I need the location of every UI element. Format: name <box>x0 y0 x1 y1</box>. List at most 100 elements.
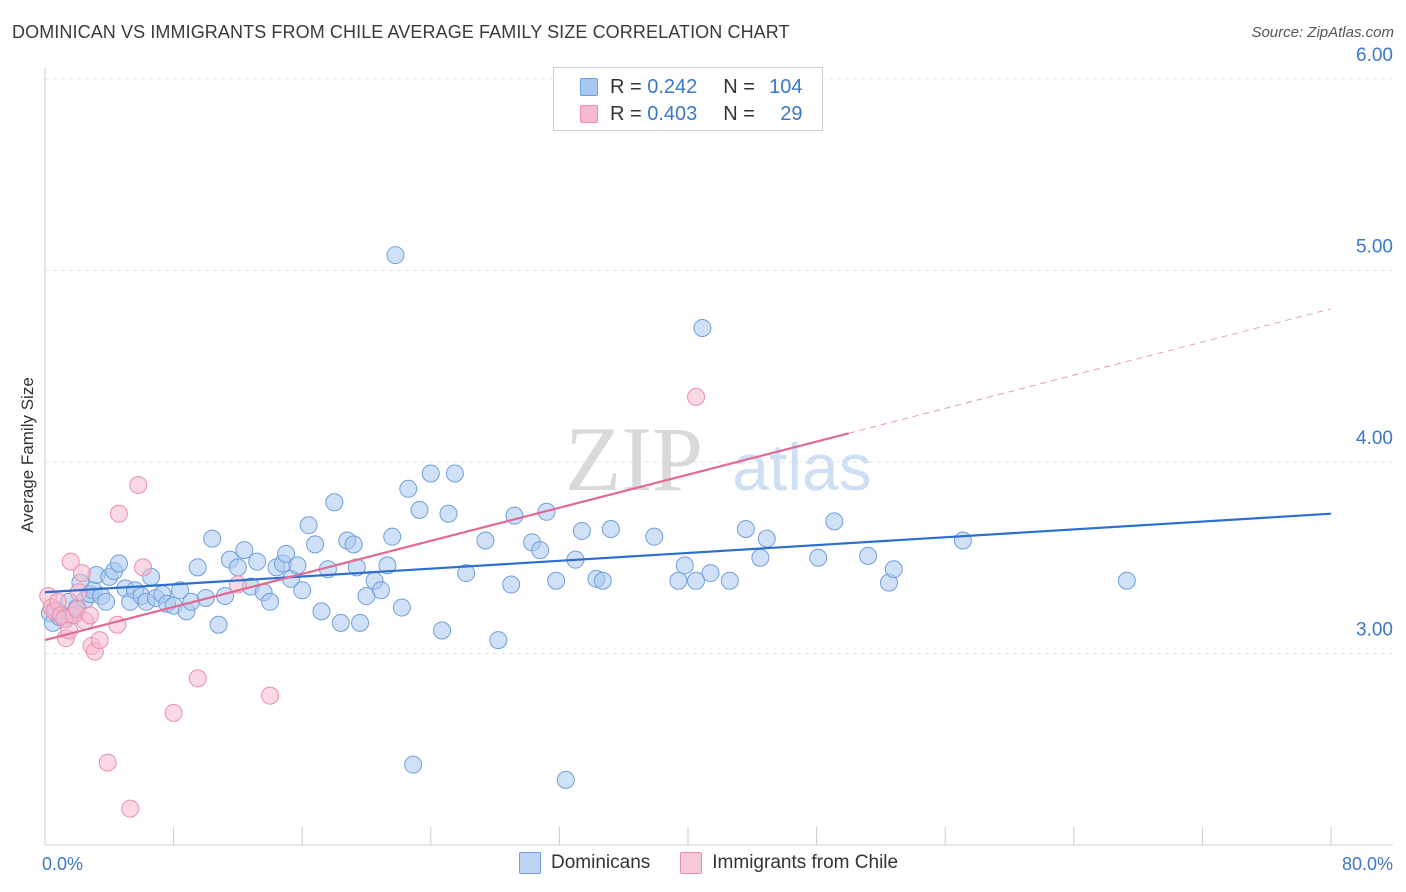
data-point <box>720 571 739 590</box>
y-axis-label: Average Family Size <box>18 377 37 533</box>
data-point <box>392 598 411 617</box>
data-point <box>331 613 350 632</box>
data-point <box>439 504 458 523</box>
data-point <box>312 602 331 621</box>
data-point <box>593 571 612 590</box>
trend-lines <box>44 308 1332 642</box>
data-point <box>953 531 972 550</box>
data-point <box>404 755 423 774</box>
y-tick-label: 5.00 <box>1356 237 1393 258</box>
legend-n-label: N = <box>723 102 761 125</box>
data-point <box>693 318 712 337</box>
data-point <box>531 541 550 560</box>
data-point <box>90 631 109 650</box>
legend-swatch-pink <box>580 105 598 123</box>
series-dominicans <box>40 246 1136 789</box>
data-point <box>171 581 190 600</box>
bottom-legend-label-chile: Immigrants from Chile <box>712 852 899 873</box>
data-point <box>410 500 429 519</box>
data-point <box>884 560 903 579</box>
legend-row-dominicans: R = 0.242 N = 104 <box>580 74 803 100</box>
watermark: ZIP atlas <box>565 408 872 510</box>
watermark-zip: ZIP <box>565 408 703 510</box>
data-point <box>669 571 688 590</box>
data-point <box>378 556 397 575</box>
trend-line-dominicans <box>44 512 1332 594</box>
data-point <box>121 799 140 818</box>
bottom-legend-dominicans[interactable]: Dominicans <box>519 852 650 874</box>
data-point <box>572 521 591 540</box>
data-point <box>386 246 405 265</box>
data-point <box>109 504 128 523</box>
trend-line-chile-extension <box>848 308 1332 434</box>
axes <box>44 68 1393 846</box>
data-point <box>97 592 116 611</box>
data-point <box>445 464 464 483</box>
data-point <box>675 556 694 575</box>
data-point <box>687 571 706 590</box>
source-label: Source: ZipAtlas.com <box>1251 24 1394 41</box>
y-tick-label: 6.00 <box>1356 45 1393 66</box>
data-point <box>489 631 508 650</box>
data-point <box>399 479 418 498</box>
data-point <box>98 753 117 772</box>
legend-n-value: 29 <box>780 102 803 125</box>
data-point <box>293 581 312 600</box>
data-point <box>383 527 402 546</box>
data-point <box>751 548 770 567</box>
data-point <box>188 558 207 577</box>
data-point <box>601 520 620 539</box>
data-point <box>325 493 344 512</box>
data-point <box>344 535 363 554</box>
tick-labels: 3.00 4.00 5.00 6.00 0.0% 80.0% <box>42 45 1393 874</box>
data-point <box>825 512 844 531</box>
data-point <box>228 558 247 577</box>
data-point <box>203 529 222 548</box>
bottom-swatch-blue <box>519 852 541 874</box>
y-tick-label: 4.00 <box>1356 428 1393 449</box>
data-point <box>421 464 440 483</box>
data-point <box>687 387 706 406</box>
data-point <box>556 770 575 789</box>
data-point <box>645 527 664 546</box>
data-point <box>261 686 280 705</box>
chart-title: DOMINICAN VS IMMIGRANTS FROM CHILE AVERA… <box>12 22 790 42</box>
legend-row-chile: R = 0.403 N = 29 <box>580 101 803 127</box>
series-chile <box>39 387 706 818</box>
data-point <box>1117 571 1136 590</box>
bottom-swatch-pink <box>680 852 703 874</box>
data-point <box>188 669 207 688</box>
watermark-atlas: atlas <box>732 430 871 504</box>
data-point <box>81 606 100 625</box>
legend-r-label: R = <box>610 102 648 125</box>
data-point <box>235 541 254 560</box>
data-point <box>129 475 148 494</box>
legend-n-value: 104 <box>769 75 803 98</box>
data-point <box>476 531 495 550</box>
data-point <box>809 548 828 567</box>
data-point <box>859 546 878 565</box>
data-point <box>701 564 720 583</box>
data-point <box>277 544 296 563</box>
x-tick-label-min: 0.0% <box>42 854 83 874</box>
bottom-legend-chile[interactable]: Immigrants from Chile <box>680 852 898 874</box>
gridlines <box>45 78 1393 654</box>
y-tick-label: 3.00 <box>1356 620 1393 641</box>
data-point <box>306 535 325 554</box>
data-point <box>736 520 755 539</box>
x-tick-label-max: 80.0% <box>1342 854 1393 874</box>
legend-swatch-blue <box>580 78 598 96</box>
data-point <box>371 581 390 600</box>
data-point <box>547 571 566 590</box>
data-point <box>457 564 476 583</box>
data-point <box>502 575 521 594</box>
data-point <box>109 554 128 573</box>
legend-n-label: N = <box>723 75 761 98</box>
legend-r-value: 0.242 <box>647 75 698 98</box>
bottom-legend-label-dominicans: Dominicans <box>551 852 651 873</box>
data-point <box>248 552 267 571</box>
data-point <box>69 583 88 602</box>
data-point <box>757 529 776 548</box>
stats-legend: R = 0.242 N = 104 R = 0.403 N = 29 <box>553 67 823 131</box>
